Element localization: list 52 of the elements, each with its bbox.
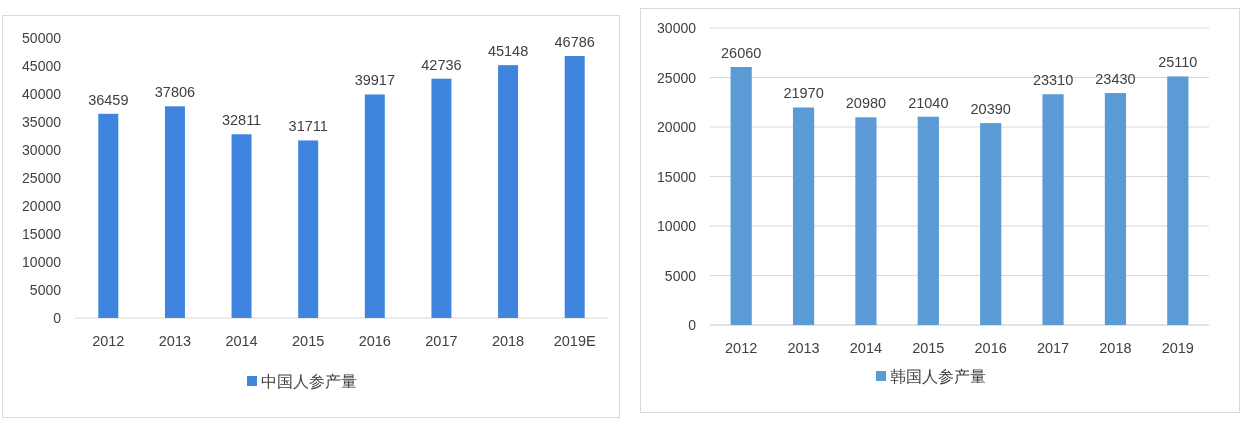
y-tick-label: 10000 (22, 254, 62, 270)
x-tick-label: 2014 (849, 340, 883, 356)
x-tick-label: 2012 (92, 333, 125, 349)
y-tick-label: 30000 (657, 20, 697, 36)
x-tick-label: 2017 (1036, 340, 1070, 356)
y-tick-label: 10000 (657, 218, 697, 234)
x-tick-label: 2012 (725, 340, 758, 356)
x-tick-label: 2015 (912, 340, 945, 356)
data-label: 45148 (487, 43, 529, 60)
y-tick-label: 15000 (657, 168, 697, 185)
data-label: 25110 (1158, 54, 1198, 71)
data-label: 20390 (970, 101, 1011, 118)
y-tick-label: 20000 (657, 119, 697, 135)
legend: 中国人参产量 (247, 372, 357, 390)
data-label: 21970 (783, 85, 824, 102)
y-tick-label: 25000 (22, 170, 62, 186)
data-label: 36459 (88, 91, 129, 108)
y-tick-label: 45000 (22, 58, 62, 74)
data-label: 37806 (154, 84, 196, 101)
x-tick-label: 2019 (1161, 340, 1194, 356)
data-label: 32811 (221, 112, 262, 129)
y-tick-label: 5000 (29, 282, 62, 298)
y-tick-label: 40000 (22, 86, 62, 102)
x-tick-label: 2016 (358, 333, 391, 349)
y-tick-label: 20000 (22, 198, 62, 214)
x-tick-label: 2015 (292, 333, 325, 349)
y-tick-label: 30000 (22, 142, 62, 158)
x-tick-label: 2013 (158, 333, 192, 349)
data-label: 46786 (554, 34, 595, 50)
data-label: 23310 (1032, 72, 1074, 89)
y-tick-label: 50000 (22, 30, 62, 46)
y-tick-label: 35000 (22, 114, 62, 130)
data-label: 26060 (721, 45, 762, 62)
data-label: 39917 (354, 72, 395, 89)
y-tick-label: 0 (53, 310, 62, 326)
data-label: 21040 (908, 94, 949, 111)
x-tick-label: 2018 (1099, 340, 1132, 356)
x-tick-label: 2014 (225, 333, 258, 349)
x-tick-label: 2019E (553, 333, 596, 349)
data-label: 23430 (1095, 71, 1136, 88)
x-tick-label: 2013 (787, 340, 820, 356)
x-tick-label: 2016 (974, 340, 1007, 356)
y-tick-label: 5000 (664, 267, 697, 284)
legend: 韩国人参产量 (876, 367, 986, 385)
y-tick-label: 15000 (22, 226, 62, 242)
data-label: 20980 (845, 95, 887, 112)
x-tick-label: 2018 (491, 333, 525, 349)
x-tick-label: 2017 (425, 333, 458, 349)
data-label: 31711 (288, 118, 328, 135)
data-label: 42736 (421, 56, 462, 73)
y-tick-label: 0 (688, 317, 697, 333)
y-tick-label: 25000 (657, 69, 697, 86)
